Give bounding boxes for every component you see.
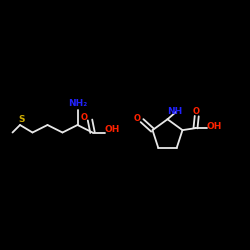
Text: O: O xyxy=(134,114,141,123)
Text: NH: NH xyxy=(168,107,183,116)
Text: NH₂: NH₂ xyxy=(68,99,87,108)
Text: OH: OH xyxy=(105,125,120,134)
Text: S: S xyxy=(18,115,25,124)
Text: OH: OH xyxy=(207,122,222,132)
Text: O: O xyxy=(80,114,87,122)
Text: O: O xyxy=(192,107,199,116)
